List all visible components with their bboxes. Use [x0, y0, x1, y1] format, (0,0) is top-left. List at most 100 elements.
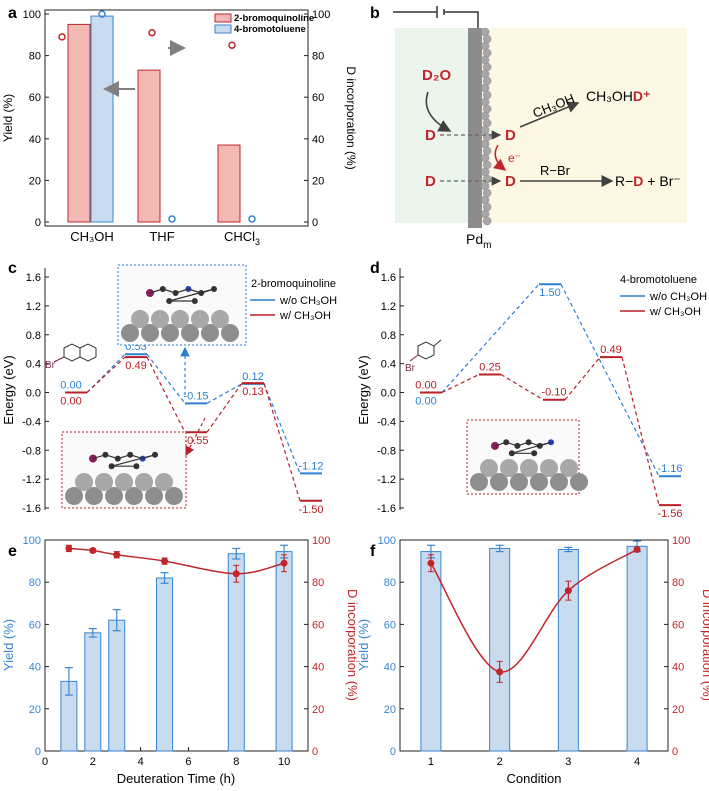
- inset-metal-atom: [211, 310, 229, 328]
- chart-f-d-point: [633, 545, 641, 553]
- chart-e-bar: [275, 551, 293, 752]
- chart-c-connector-1: [263, 382, 301, 501]
- scheme-b-electrode-surface: [480, 27, 492, 226]
- inset-metal-atom: [201, 324, 219, 342]
- inset-metal-atom: [131, 310, 149, 328]
- scheme-b-atom: [480, 83, 490, 93]
- chart-a-bar-quinoline: [67, 23, 91, 223]
- inset-bond: [511, 441, 552, 454]
- chart-a-dot-toluene: [98, 10, 106, 18]
- chart-c-value-label-1: -0.55: [183, 435, 208, 447]
- scheme-b-d-left-2: D: [425, 173, 436, 190]
- inset-bond: [117, 454, 131, 460]
- chart-a-bar-toluene: [90, 15, 114, 223]
- chart-e-d-point: [65, 544, 73, 552]
- chart-c-connector-1: [146, 356, 186, 433]
- chart-f-ytick-label: 0: [390, 746, 396, 758]
- chart-d-ytick-label: -1.6: [377, 503, 396, 515]
- chart-a-legend-swatch-2: [214, 24, 232, 34]
- chart-c-legend-2: w/ CH₃OH: [279, 310, 331, 322]
- chart-e-d-point: [280, 559, 288, 567]
- chart-a-legend-label-1: 2-bromoquinoline: [234, 13, 314, 24]
- scheme-b-atom: [482, 62, 492, 72]
- chart-c-inset-bottom-structure: [65, 451, 183, 505]
- chart-e-xlabel: Deuteration Time (h): [117, 771, 236, 786]
- inset-metal-atom: [530, 473, 548, 491]
- chart-c-value-label-1: 0.00: [60, 396, 81, 408]
- chart-a-dot-toluene: [168, 215, 176, 223]
- chart-d-connector-0: [560, 283, 660, 477]
- chart-e-xtick-label: 6: [185, 756, 191, 768]
- chart-a-dot-quinoline: [228, 41, 236, 49]
- chart-e-ytick-label: 100: [23, 535, 41, 547]
- inset-metal-atom: [510, 473, 528, 491]
- chart-a-dot-quinoline: [58, 33, 66, 41]
- inset-bond: [169, 288, 215, 302]
- chart-e-xtick-label: 0: [42, 756, 48, 768]
- inset-metal-atom: [151, 310, 169, 328]
- chart-f-d-point: [496, 668, 504, 676]
- panel-label-a: a: [8, 5, 17, 22]
- scheme-b-atom: [482, 76, 492, 86]
- inset-metal-atom: [161, 324, 179, 342]
- scheme-b-solution-right: [482, 28, 687, 223]
- chart-d-value-label-0: 1.50: [539, 287, 560, 299]
- chart-f-xtick-label: 3: [565, 756, 571, 768]
- chart-e-y2tick-label: 60: [312, 619, 324, 631]
- chart-e-y2tick-label: 0: [312, 746, 318, 758]
- chart-e-y2label: D incorporation (%): [345, 589, 360, 701]
- inset-metal-atom: [145, 487, 163, 505]
- scheme-b-d-right-1: D: [505, 127, 516, 144]
- scheme-b-atom: [480, 195, 490, 205]
- chart-d-ytick-label: 0.0: [381, 388, 396, 400]
- scheme-b-battery-wire: [393, 6, 479, 28]
- chart-d-ytick-label: 1.2: [381, 301, 396, 313]
- scheme-b-atom: [482, 132, 492, 142]
- scheme-b-atom: [482, 118, 492, 128]
- chart-e-y2tick-label: 80: [312, 577, 324, 589]
- scheme-b-atom: [480, 69, 490, 79]
- chart-c-value-label-0: -0.15: [183, 390, 208, 402]
- chart-d-inset-structure: [470, 439, 588, 491]
- chart-a-bar-quinoline: [137, 69, 161, 223]
- chart-e-y2tick-label: 40: [312, 662, 324, 674]
- chart-a-ytick-label: 40: [29, 134, 41, 146]
- inset-metal-atom: [171, 310, 189, 328]
- chart-d-connector-1: [621, 356, 660, 506]
- inset-bond: [92, 454, 106, 460]
- chart-f-bar: [489, 547, 511, 752]
- chart-f-d-point: [427, 559, 435, 567]
- scheme-b-product: R−D + Br⁻: [615, 173, 681, 189]
- scheme-b-d-right-2: D: [505, 173, 516, 190]
- chart-f-ytick-label: 40: [384, 662, 396, 674]
- chart-a-ytick-label: 80: [29, 51, 41, 63]
- chart-a-bar-quinoline: [217, 144, 241, 223]
- chart-e-xtick-label: 8: [233, 756, 239, 768]
- scheme-b-atom: [480, 111, 490, 121]
- chart-d-ylabel: Energy (eV): [356, 355, 371, 424]
- chart-d-molecule: [409, 339, 442, 362]
- chart-e-bar: [108, 619, 126, 752]
- chart-f-bar: [557, 548, 579, 752]
- inset-metal-atom: [470, 473, 488, 491]
- chart-c-connector-0: [206, 383, 243, 404]
- scheme-b-atom: [482, 48, 492, 58]
- inset-metal-atom: [165, 487, 183, 505]
- chart-c-ytick-label: 0.0: [26, 388, 41, 400]
- chart-c-molecule-label: Br: [45, 360, 56, 371]
- scheme-b-atom: [482, 216, 492, 226]
- inset-metal-atom: [155, 473, 173, 491]
- inset-metal-atom: [550, 473, 568, 491]
- chart-a-xlabel-main: CH₃OH: [70, 229, 114, 244]
- chart-f: 0 20 40 60 80 100 0 20 40 60 80 100 1 2 3 4 Yield (%) D…: [356, 535, 709, 786]
- scheme-b: D₂O D D CH₃OH CH₃OHD⁺ e⁻ D D R−Br R−D + …: [393, 6, 687, 251]
- chart-c-ytick-label: 0.4: [26, 359, 41, 371]
- chart-d-connector-1: [441, 373, 480, 394]
- chart-a-xlabel-main: CHCl: [224, 229, 255, 244]
- chart-d-ytick-label: -1.2: [377, 474, 396, 486]
- chart-f-ytick-label: 80: [384, 577, 396, 589]
- inset-metal-atom: [570, 473, 588, 491]
- inset-metal-atom: [105, 487, 123, 505]
- chart-a-ytick-label: 60: [29, 92, 41, 104]
